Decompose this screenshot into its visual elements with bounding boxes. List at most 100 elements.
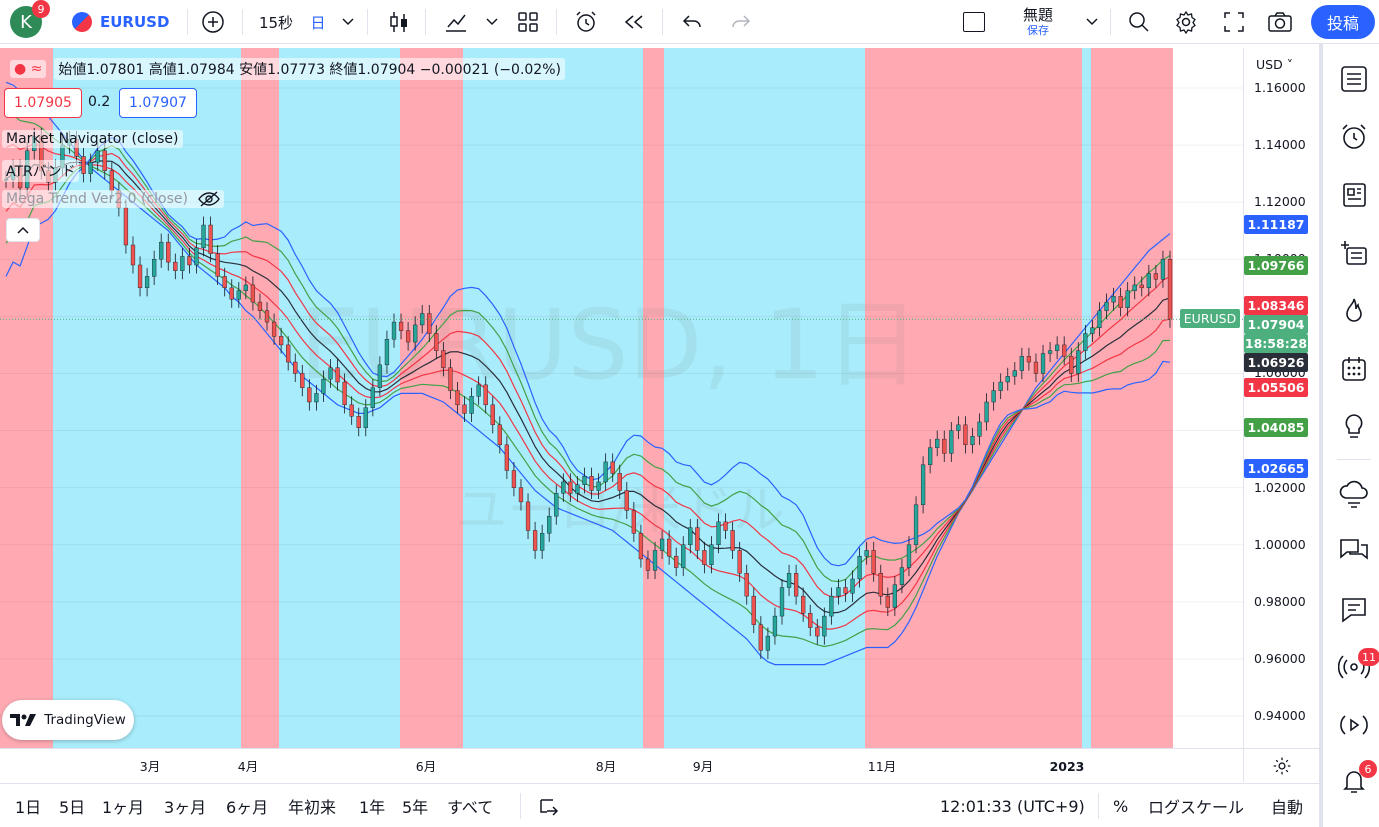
range-1m[interactable]: 1ヶ月 — [102, 784, 144, 827]
candle-body — [1019, 356, 1024, 371]
range-all[interactable]: すべて — [447, 784, 493, 827]
ohlc-legend: ● ≈ 始値1.07801 高値1.07984 安値1.07773 終値1.07… — [10, 58, 565, 80]
range-3m[interactable]: 3ヶ月 — [164, 784, 206, 827]
ideas-button[interactable] — [1333, 406, 1375, 448]
hot-button[interactable] — [1333, 290, 1375, 332]
alert-button[interactable] — [571, 0, 601, 44]
flag-icon — [72, 12, 92, 32]
replay-button[interactable] — [619, 0, 649, 44]
user-menu[interactable]: K 9 — [8, 0, 50, 44]
range-6m[interactable]: 6ヶ月 — [226, 784, 268, 827]
layout-dropdown[interactable] — [1082, 0, 1102, 44]
range-5y[interactable]: 5年 — [402, 784, 428, 827]
interval-button[interactable]: 15秒 — [252, 0, 300, 44]
candle-body — [892, 584, 898, 608]
candle-body — [370, 387, 375, 408]
range-1d[interactable]: 1日 — [15, 784, 41, 827]
watchlist-button[interactable] — [1333, 58, 1375, 100]
redo-button[interactable] — [726, 0, 756, 44]
candle-body — [1005, 376, 1010, 383]
auto-scale-toggle[interactable]: 自動 — [1271, 784, 1303, 827]
price-label: 1.04085 — [1244, 418, 1308, 438]
search-button[interactable] — [1124, 0, 1154, 44]
candle-body — [589, 476, 594, 491]
ohlc-values: 始値1.07801 高値1.07984 安値1.07773 終値1.07904 … — [54, 58, 565, 80]
indicators-button[interactable] — [441, 0, 471, 44]
candle-body — [716, 521, 721, 545]
tradingview-logo[interactable]: TradingView — [2, 700, 134, 740]
candle-body — [1104, 301, 1109, 311]
messages-button[interactable] — [1333, 530, 1375, 572]
layout-name-button[interactable]: 無題 保存 — [1004, 0, 1072, 44]
undo-button[interactable] — [677, 0, 707, 44]
price-label: 1.08346 — [1244, 296, 1308, 316]
settings-button[interactable] — [1171, 0, 1201, 44]
market-status-icon[interactable]: ● ≈ — [10, 60, 47, 78]
range-label: 1日 — [15, 798, 42, 817]
indicators-dropdown[interactable] — [482, 0, 502, 44]
time-tick: 4月 — [238, 759, 258, 774]
compare-symbol-button[interactable] — [198, 0, 228, 44]
chevron-up-icon — [17, 226, 29, 234]
range-5d[interactable]: 5日 — [59, 784, 85, 827]
candle-body — [998, 381, 1003, 391]
time-scale[interactable]: 3月 4月 6月 8月 9月 11月 2023 — [0, 748, 1243, 782]
range-label: 3ヶ月 — [164, 798, 207, 817]
play-button[interactable] — [1333, 704, 1375, 746]
log-scale-toggle[interactable]: ログスケール — [1148, 784, 1244, 827]
buy-button[interactable]: 1.07907 — [119, 88, 197, 118]
layout-select-checkbox[interactable] — [958, 0, 990, 44]
candle-body — [413, 324, 418, 343]
trend-zone-bull — [664, 48, 865, 748]
post-button[interactable]: 投稿 — [1311, 5, 1375, 39]
avatar[interactable]: K 9 — [10, 0, 50, 38]
candle-body — [737, 550, 742, 574]
candle-body — [956, 424, 961, 431]
range-label: 1年 — [359, 798, 386, 817]
range-1y[interactable]: 1年 — [359, 784, 385, 827]
symbol-tag-label: EURUSD — [1183, 311, 1237, 327]
candle-body — [271, 321, 277, 337]
alerts-button[interactable] — [1333, 116, 1375, 158]
timezone-clock[interactable]: 12:01:33 (UTC+9) — [940, 784, 1085, 827]
range-label: 5日 — [59, 798, 86, 817]
collapse-legend-button[interactable] — [6, 218, 40, 242]
candle-body — [1083, 333, 1088, 351]
chart-pane[interactable]: EURUSD, 1日 ユーロ/米ドル ● ≈ 始値1.07801 高値1.0798… — [0, 48, 1243, 748]
eye-hidden-icon[interactable] — [198, 191, 220, 207]
indicator-market-navigator[interactable]: Market Navigator (close) — [2, 130, 183, 148]
sell-button[interactable]: 1.07905 — [4, 88, 82, 118]
snapshot-button[interactable] — [1265, 0, 1295, 44]
indicator-atr-band[interactable]: ATRバンド — [2, 160, 80, 182]
hotlist-button[interactable] — [1333, 232, 1375, 274]
percent-toggle[interactable]: % — [1113, 784, 1128, 827]
candle-body — [970, 436, 975, 446]
comments-button[interactable] — [1333, 588, 1375, 630]
price-scale[interactable]: USD ˅ 1.160001.140001.120001.100001.0800… — [1243, 48, 1319, 748]
goto-date-button[interactable] — [538, 784, 560, 827]
indicator-mega-trend[interactable]: Mega Trend Ver2.0 (close) — [2, 190, 224, 208]
symbol-price-tag: EURUSD — [1180, 309, 1240, 329]
candle-body — [349, 404, 354, 417]
streams-button[interactable]: 11 — [1333, 646, 1379, 688]
price-tick: 1.02000 — [1254, 479, 1306, 495]
news-button[interactable] — [1333, 174, 1375, 216]
search-icon — [1129, 12, 1149, 32]
symbol-search-button[interactable]: EURUSD — [72, 0, 182, 44]
layout-button[interactable] — [513, 0, 543, 44]
price-label: 1.05506 — [1244, 377, 1308, 397]
currency-selector[interactable]: USD ˅ — [1256, 57, 1293, 72]
timeframe-button[interactable]: 日 — [304, 0, 332, 44]
fullscreen-button[interactable] — [1219, 0, 1249, 44]
chart-type-button[interactable] — [384, 0, 414, 44]
candle-body — [328, 367, 333, 380]
chats-button[interactable] — [1333, 472, 1375, 514]
interval-dropdown[interactable] — [338, 0, 358, 44]
notifications-button[interactable]: 6 — [1333, 760, 1377, 802]
scale-settings-button[interactable] — [1243, 748, 1319, 782]
news-icon — [1343, 183, 1366, 207]
calendar-button[interactable] — [1333, 348, 1375, 390]
range-ytd[interactable]: 年初来 — [288, 784, 336, 827]
chevron-down-icon — [1086, 18, 1098, 26]
